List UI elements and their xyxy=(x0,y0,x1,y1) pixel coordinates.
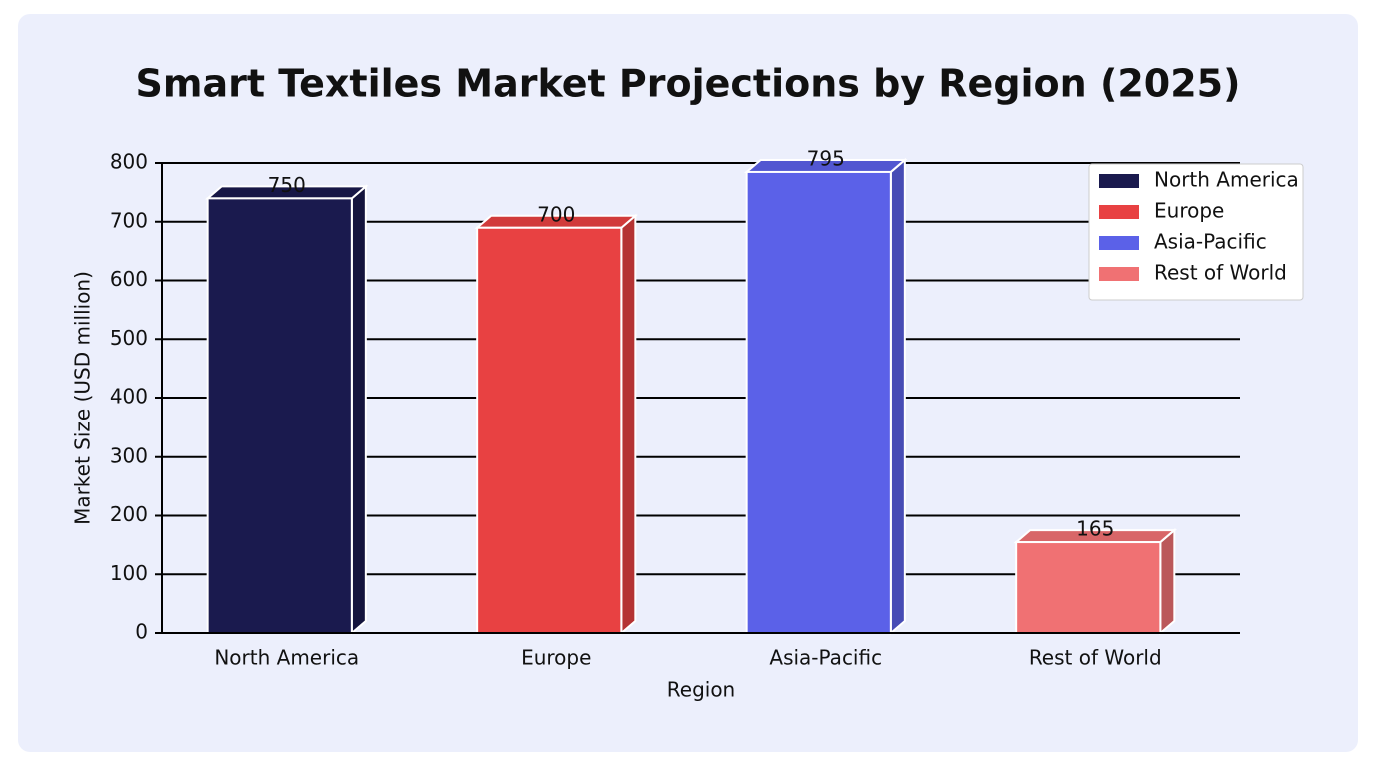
legend-box xyxy=(1088,163,1304,301)
x-axis-label: Region xyxy=(667,678,735,702)
y-tick-label: 0 xyxy=(135,620,148,644)
legend-swatch xyxy=(1099,267,1139,281)
y-tick-label: 100 xyxy=(110,561,148,585)
legend-swatch xyxy=(1099,205,1139,219)
bar xyxy=(745,170,892,634)
bar xyxy=(476,226,623,634)
bar-side xyxy=(889,157,906,636)
value-label: 165 xyxy=(1076,517,1114,541)
x-tick-label: Europe xyxy=(521,646,591,670)
legend-label: Rest of World xyxy=(1154,261,1287,285)
y-tick-label: 300 xyxy=(110,443,148,467)
chart-title: Smart Textiles Market Projections by Reg… xyxy=(136,62,1241,106)
y-tick-label: 600 xyxy=(110,267,148,291)
y-axis-label: Market Size (USD million) xyxy=(71,271,95,525)
bar xyxy=(206,197,353,634)
legend-label: North America xyxy=(1154,168,1299,192)
value-label: 700 xyxy=(537,202,575,226)
legend-label: Europe xyxy=(1154,199,1224,223)
y-tick-label: 400 xyxy=(110,385,148,409)
x-tick-label: North America xyxy=(214,646,359,670)
x-tick-label: Asia-Pacific xyxy=(769,646,882,670)
value-label: 750 xyxy=(268,173,306,197)
bar-side xyxy=(1159,527,1176,636)
y-tick-label: 800 xyxy=(110,150,148,174)
x-tick-label: Rest of World xyxy=(1029,646,1162,670)
legend-label: Asia-Pacific xyxy=(1154,230,1267,254)
bar-side xyxy=(350,184,367,636)
y-tick-label: 700 xyxy=(110,208,148,232)
legend-swatch xyxy=(1099,236,1139,250)
legend-swatch xyxy=(1099,174,1139,188)
bar xyxy=(1015,541,1162,634)
y-tick-label: 500 xyxy=(110,326,148,350)
y-tick-label: 200 xyxy=(110,502,148,526)
value-label: 795 xyxy=(807,146,845,170)
bar-side xyxy=(620,213,637,636)
